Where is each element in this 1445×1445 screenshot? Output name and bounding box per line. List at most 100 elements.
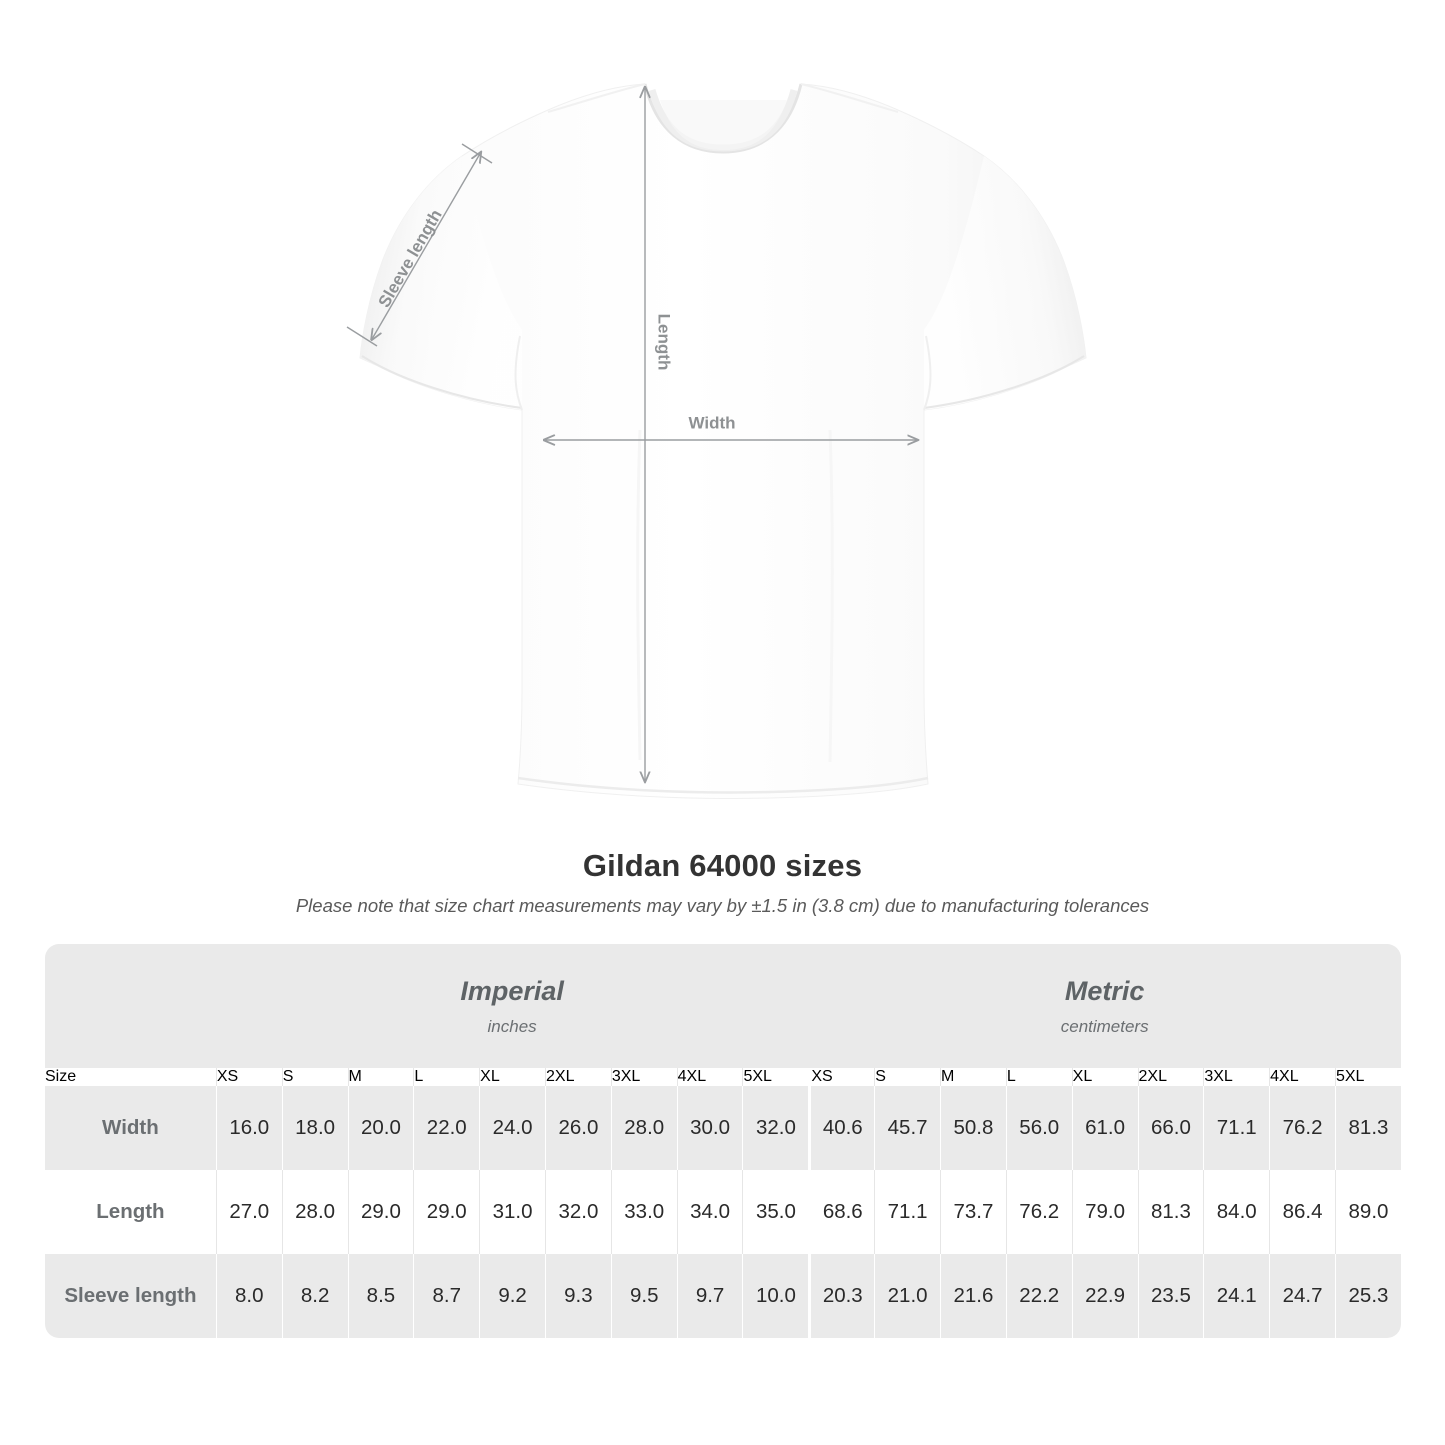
cell-sleeve-metric-s: 21.0 [874, 1254, 941, 1338]
cell-width-metric-s: 45.7 [874, 1086, 941, 1170]
unit-group-imperial-name: Imperial [460, 975, 564, 1006]
cell-length-metric-xl: 79.0 [1071, 1170, 1138, 1254]
cell-sleeve-imperial-4xl: 9.7 [676, 1254, 743, 1338]
row-label-width: Width [45, 1086, 216, 1170]
table-row: Sleeve length 8.0 8.2 8.5 8.7 9.2 9.3 9.… [45, 1254, 1401, 1338]
cell-length-imperial-xs: 27.0 [215, 1170, 282, 1254]
cell-sleeve-imperial-xs: 8.0 [215, 1254, 282, 1338]
size-header-label: Size [45, 1068, 216, 1086]
cell-length-imperial-4xl: 34.0 [676, 1170, 743, 1254]
cell-length-metric-m: 73.7 [940, 1170, 1006, 1254]
unit-group-imperial: Imperial inches [215, 944, 809, 1068]
unit-group-imperial-sub: inches [487, 1016, 537, 1036]
measurement-tolerance-note: Please note that size chart measurements… [295, 895, 1150, 916]
cell-length-metric-3xl: 84.0 [1203, 1170, 1270, 1254]
unit-group-row: Imperial inches Metric centimeters [45, 944, 1401, 1068]
unit-group-metric: Metric centimeters [808, 944, 1401, 1068]
cell-width-imperial-3xl: 28.0 [610, 1086, 677, 1170]
cell-width-imperial-xl: 24.0 [479, 1086, 545, 1170]
size-header-imperial-l: L [413, 1068, 480, 1086]
cell-width-metric-3xl: 71.1 [1203, 1086, 1270, 1170]
size-header-imperial-2xl: 2XL [545, 1068, 611, 1086]
cell-length-metric-s: 71.1 [874, 1170, 941, 1254]
table-row: Length 27.0 28.0 29.0 29.0 31.0 32.0 33.… [45, 1170, 1401, 1254]
cell-sleeve-imperial-l: 8.7 [413, 1254, 480, 1338]
sleeve-length-arrow [372, 152, 481, 339]
cell-width-imperial-m: 20.0 [347, 1086, 414, 1170]
cell-width-metric-5xl: 81.3 [1334, 1086, 1401, 1170]
size-chart-table: Imperial inches Metric centimeters Size … [45, 944, 1401, 1338]
cell-sleeve-metric-4xl: 24.7 [1269, 1254, 1335, 1338]
width-measurement: Width [545, 413, 918, 440]
cell-width-metric-2xl: 66.0 [1137, 1086, 1204, 1170]
size-header-metric-4xl: 4XL [1269, 1068, 1335, 1086]
sleeve-tick-bottom [346, 326, 378, 347]
size-header-metric-5xl: 5XL [1334, 1068, 1401, 1086]
size-header-imperial-3xl: 3XL [610, 1068, 677, 1086]
cell-sleeve-imperial-5xl: 10.0 [742, 1254, 809, 1338]
size-header-imperial-5xl: 5XL [742, 1068, 809, 1086]
size-header-metric-l: L [1005, 1068, 1072, 1086]
cell-width-metric-l: 56.0 [1005, 1086, 1072, 1170]
cell-sleeve-metric-3xl: 24.1 [1203, 1254, 1270, 1338]
cell-sleeve-imperial-s: 8.2 [281, 1254, 348, 1338]
cell-length-imperial-xl: 31.0 [479, 1170, 545, 1254]
size-header-metric-m: M [940, 1068, 1006, 1086]
cell-sleeve-imperial-3xl: 9.5 [610, 1254, 677, 1338]
table-row: Width 16.0 18.0 20.0 22.0 24.0 26.0 28.0… [45, 1086, 1401, 1170]
cell-width-metric-xl: 61.0 [1071, 1086, 1138, 1170]
cell-width-imperial-2xl: 26.0 [545, 1086, 611, 1170]
cell-length-imperial-2xl: 32.0 [545, 1170, 611, 1254]
row-label-sleeve-length: Sleeve length [45, 1254, 216, 1338]
cell-length-metric-2xl: 81.3 [1137, 1170, 1204, 1254]
cell-sleeve-metric-2xl: 23.5 [1137, 1254, 1204, 1338]
cell-length-imperial-l: 29.0 [413, 1170, 480, 1254]
size-chart-table-wrapper: Imperial inches Metric centimeters Size … [45, 944, 1401, 1338]
cell-sleeve-metric-5xl: 25.3 [1334, 1254, 1401, 1338]
size-header-imperial-m: M [347, 1068, 414, 1086]
length-label: Length [655, 314, 674, 371]
cell-length-imperial-3xl: 33.0 [610, 1170, 677, 1254]
cell-sleeve-metric-xs: 20.3 [808, 1254, 875, 1338]
size-header-imperial-s: S [281, 1068, 348, 1086]
row-label-length: Length [45, 1170, 216, 1254]
cell-sleeve-imperial-2xl: 9.3 [545, 1254, 611, 1338]
cell-width-metric-m: 50.8 [940, 1086, 1006, 1170]
unit-group-metric-name: Metric [1064, 975, 1145, 1006]
cell-width-imperial-5xl: 32.0 [742, 1086, 809, 1170]
page-title: Gildan 64000 sizes [582, 848, 863, 883]
cell-sleeve-imperial-m: 8.5 [347, 1254, 414, 1338]
width-label: Width [688, 413, 735, 432]
tshirt-diagram: Sleeve length Length Width [346, 83, 1087, 799]
cell-width-metric-xs: 40.6 [808, 1086, 875, 1170]
size-header-metric-s: S [874, 1068, 941, 1086]
size-header-metric-xs: XS [808, 1068, 875, 1086]
cell-sleeve-metric-xl: 22.9 [1071, 1254, 1138, 1338]
cell-length-metric-l: 76.2 [1005, 1170, 1072, 1254]
cell-sleeve-imperial-xl: 9.2 [479, 1254, 545, 1338]
size-header-metric-2xl: 2XL [1137, 1068, 1204, 1086]
tshirt-silhouette [359, 83, 1087, 799]
size-header-imperial-4xl: 4XL [676, 1068, 743, 1086]
cell-width-imperial-4xl: 30.0 [676, 1086, 743, 1170]
size-header-imperial-xl: XL [479, 1068, 545, 1086]
cell-sleeve-metric-m: 21.6 [940, 1254, 1006, 1338]
unit-group-metric-sub: centimeters [1060, 1016, 1149, 1036]
cell-length-metric-4xl: 86.4 [1269, 1170, 1335, 1254]
cell-width-imperial-xs: 16.0 [215, 1086, 282, 1170]
cell-width-imperial-l: 22.0 [413, 1086, 480, 1170]
cell-length-imperial-5xl: 35.0 [742, 1170, 809, 1254]
unit-band-spacer [45, 944, 216, 1068]
size-header-row: Size XS S M L XL 2XL 3XL 4XL 5XL XS S M … [45, 1068, 1401, 1086]
cell-sleeve-metric-l: 22.2 [1005, 1254, 1072, 1338]
cell-width-metric-4xl: 76.2 [1269, 1086, 1335, 1170]
size-header-imperial-xs: XS [215, 1068, 282, 1086]
size-header-metric-3xl: 3XL [1203, 1068, 1270, 1086]
cell-length-metric-5xl: 89.0 [1334, 1170, 1401, 1254]
cell-width-imperial-s: 18.0 [281, 1086, 348, 1170]
cell-length-imperial-m: 29.0 [347, 1170, 414, 1254]
cell-length-imperial-s: 28.0 [281, 1170, 348, 1254]
cell-length-metric-xs: 68.6 [808, 1170, 875, 1254]
size-header-metric-xl: XL [1071, 1068, 1138, 1086]
